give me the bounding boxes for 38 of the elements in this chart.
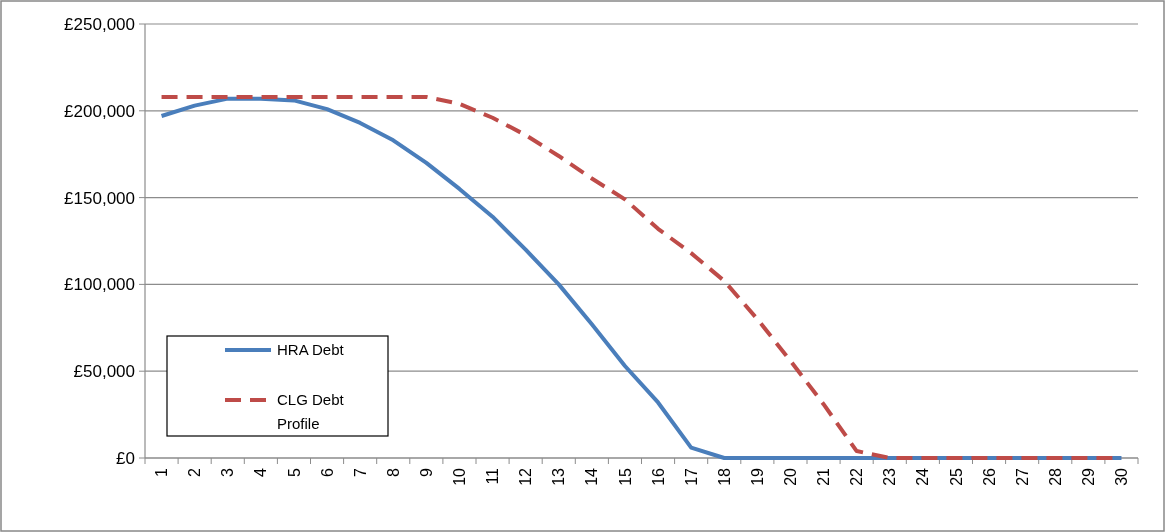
x-tick-label: 22 (848, 467, 866, 486)
x-tick-label: 14 (583, 467, 601, 486)
x-tick-label: 25 (947, 467, 965, 486)
y-tick-label: £200,000 (64, 101, 135, 121)
x-tick-label: 12 (517, 467, 535, 486)
x-tick-label: 2 (186, 467, 204, 477)
y-tick-label: £50,000 (73, 362, 135, 382)
legend-label: CLG Debt Profile (277, 391, 345, 433)
x-tick-label: 15 (616, 467, 634, 486)
x-tick-label: 28 (1046, 467, 1064, 486)
x-tick-label: 8 (384, 467, 402, 477)
x-tick-label: 4 (252, 467, 270, 477)
x-tick-label: 17 (682, 467, 700, 486)
x-tick-label: 19 (748, 467, 766, 486)
y-tick-label: £100,000 (64, 275, 135, 295)
x-tick-label: 16 (649, 467, 667, 486)
x-tick-label: 3 (219, 467, 237, 477)
x-tick-label: 24 (914, 467, 932, 486)
y-tick-label: £150,000 (64, 188, 135, 208)
x-tick-label: 21 (815, 467, 833, 486)
y-tick-label: £250,000 (64, 14, 135, 34)
x-tick-label: 20 (782, 467, 800, 486)
x-tick-label: 18 (715, 467, 733, 486)
x-tick-label: 26 (980, 467, 998, 486)
x-tick-label: 11 (484, 467, 502, 485)
x-tick-label: 9 (417, 467, 435, 477)
x-tick-label: 30 (1113, 467, 1131, 486)
x-tick-label: 6 (318, 467, 336, 477)
x-tick-label: 27 (1013, 467, 1031, 486)
x-tick-label: 23 (881, 467, 899, 486)
x-tick-label: 10 (451, 467, 469, 486)
y-tick-label: £0 (116, 448, 135, 468)
x-tick-label: 1 (153, 467, 171, 477)
x-tick-label: 13 (550, 467, 568, 486)
x-tick-label: 7 (351, 467, 369, 477)
x-tick-label: 29 (1079, 467, 1097, 486)
x-tick-label: 5 (285, 467, 303, 477)
legend-label: HRA Debt (277, 341, 345, 359)
